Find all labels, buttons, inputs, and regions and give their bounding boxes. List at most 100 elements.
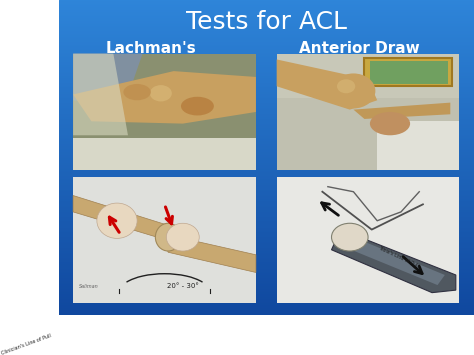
Bar bbox=[59, 312, 474, 314]
Bar bbox=[59, 199, 474, 200]
Bar bbox=[59, 74, 474, 76]
Polygon shape bbox=[354, 103, 450, 119]
Bar bbox=[59, 222, 474, 224]
Bar bbox=[59, 186, 474, 188]
Bar bbox=[59, 117, 474, 118]
Bar bbox=[59, 203, 474, 205]
Bar bbox=[370, 61, 448, 84]
Bar bbox=[59, 271, 474, 273]
Bar bbox=[59, 176, 474, 178]
Bar bbox=[59, 303, 474, 304]
Bar bbox=[59, 35, 474, 36]
Text: 20° - 30°: 20° - 30° bbox=[167, 283, 199, 289]
Bar bbox=[59, 232, 474, 233]
Bar bbox=[59, 123, 474, 125]
Bar bbox=[59, 71, 474, 72]
Bar bbox=[59, 274, 474, 276]
Bar bbox=[59, 159, 474, 161]
Bar bbox=[365, 58, 452, 86]
Bar bbox=[59, 93, 474, 94]
Bar bbox=[59, 140, 474, 142]
Bar bbox=[59, 114, 474, 115]
Bar bbox=[59, 156, 474, 158]
Bar bbox=[59, 229, 474, 230]
Bar bbox=[59, 249, 474, 251]
Bar bbox=[59, 150, 474, 151]
Bar bbox=[59, 104, 474, 106]
Bar bbox=[59, 24, 474, 25]
Bar bbox=[59, 167, 474, 169]
Bar bbox=[59, 131, 474, 132]
Polygon shape bbox=[73, 54, 143, 106]
Bar bbox=[59, 158, 474, 159]
Bar bbox=[59, 192, 474, 194]
Bar bbox=[59, 147, 474, 148]
Bar bbox=[59, 311, 474, 312]
Bar bbox=[59, 289, 474, 290]
Bar bbox=[59, 96, 474, 98]
Polygon shape bbox=[73, 71, 256, 124]
Polygon shape bbox=[73, 196, 173, 242]
Bar bbox=[277, 54, 459, 170]
Bar bbox=[59, 235, 474, 236]
Ellipse shape bbox=[370, 112, 410, 135]
Bar bbox=[59, 268, 474, 270]
Bar bbox=[59, 99, 474, 101]
Bar bbox=[59, 90, 474, 92]
Bar bbox=[59, 208, 474, 210]
Bar bbox=[59, 172, 474, 174]
Bar bbox=[59, 55, 474, 57]
Text: Lachman's: Lachman's bbox=[106, 42, 197, 56]
Bar bbox=[59, 47, 474, 49]
Bar bbox=[59, 66, 474, 68]
Text: Clinician's Line of Pull: Clinician's Line of Pull bbox=[0, 333, 52, 355]
Bar bbox=[59, 216, 474, 218]
Bar bbox=[59, 82, 474, 83]
Bar bbox=[59, 257, 474, 258]
Bar bbox=[59, 137, 474, 139]
Bar bbox=[59, 287, 474, 289]
Bar bbox=[59, 254, 474, 256]
Bar bbox=[59, 252, 474, 254]
Bar bbox=[59, 107, 474, 109]
Bar bbox=[59, 210, 474, 211]
Bar bbox=[59, 194, 474, 196]
Bar bbox=[59, 284, 474, 285]
Bar bbox=[59, 63, 474, 65]
Bar bbox=[59, 213, 474, 214]
Bar bbox=[59, 170, 474, 172]
Bar bbox=[59, 230, 474, 232]
Bar bbox=[59, 22, 474, 24]
Bar bbox=[59, 52, 474, 54]
Bar bbox=[59, 285, 474, 287]
Text: Tests for ACL: Tests for ACL bbox=[186, 10, 347, 34]
Bar bbox=[59, 88, 474, 90]
Bar bbox=[59, 79, 474, 81]
Bar bbox=[59, 58, 474, 60]
Bar bbox=[59, 103, 474, 104]
Bar bbox=[59, 41, 474, 43]
Bar bbox=[59, 16, 474, 17]
Bar bbox=[59, 129, 474, 131]
Bar bbox=[59, 281, 474, 282]
Bar bbox=[59, 126, 474, 128]
Bar bbox=[59, 241, 474, 243]
Bar bbox=[73, 54, 256, 170]
Bar bbox=[59, 49, 474, 50]
Bar bbox=[59, 128, 474, 129]
Bar bbox=[59, 233, 474, 235]
Text: Saliman: Saliman bbox=[79, 284, 99, 289]
Bar bbox=[59, 161, 474, 162]
Bar bbox=[59, 136, 474, 137]
Bar bbox=[59, 61, 474, 63]
Bar bbox=[59, 218, 474, 219]
Ellipse shape bbox=[181, 97, 214, 115]
Bar bbox=[59, 154, 474, 156]
Bar bbox=[59, 214, 474, 216]
Bar bbox=[59, 11, 474, 13]
Bar bbox=[59, 169, 474, 170]
Bar bbox=[59, 43, 474, 44]
Bar bbox=[59, 279, 474, 281]
Bar bbox=[277, 176, 459, 303]
Bar bbox=[59, 118, 474, 120]
